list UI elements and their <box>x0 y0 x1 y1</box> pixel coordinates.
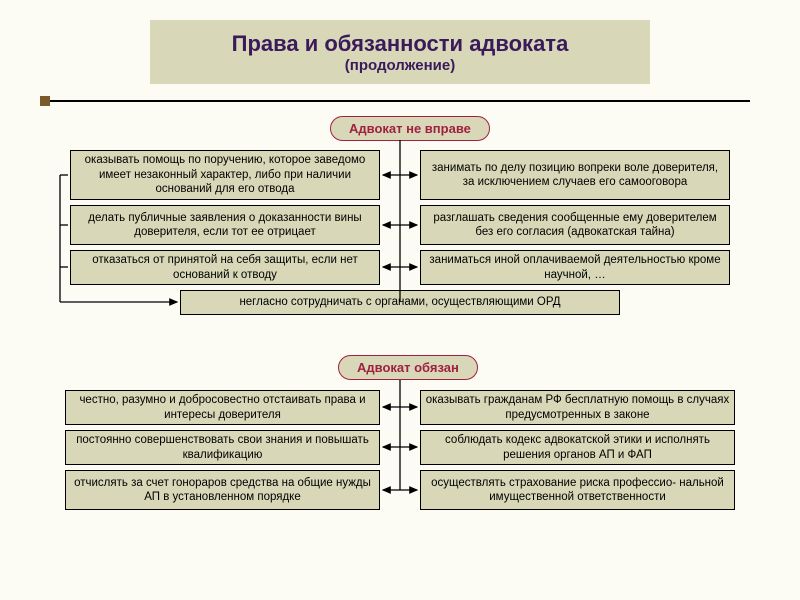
s2-right-2: осуществлять страхование риска профессио… <box>420 470 735 510</box>
s1-right-1: разглашать сведения сообщенные ему довер… <box>420 205 730 245</box>
s1-bottom: негласно сотрудничать с органами, осущес… <box>180 290 620 315</box>
s2-left-0: честно, разумно и добросовестно отстаива… <box>65 390 380 425</box>
s2-right-0: оказывать гражданам РФ бесплатную помощь… <box>420 390 735 425</box>
title-box: Права и обязанности адвоката (продолжени… <box>150 20 650 84</box>
pill-not-allowed: Адвокат не вправе <box>330 116 490 141</box>
s2-left-2: отчислять за счет гонораров средства на … <box>65 470 380 510</box>
s1-left-1: делать публичные заявления о доказанност… <box>70 205 380 245</box>
hr-marker <box>40 96 50 106</box>
s1-left-2: отказаться от принятой на себя защиты, е… <box>70 250 380 285</box>
hr-line <box>50 100 750 102</box>
s2-left-1: постоянно совершенствовать свои знания и… <box>65 430 380 465</box>
s1-right-0: занимать по делу позицию вопреки воле до… <box>420 150 730 200</box>
pill-obliged: Адвокат обязан <box>338 355 478 380</box>
title-main: Права и обязанности адвоката <box>232 31 569 57</box>
s2-right-1: соблюдать кодекс адвокатской этики и исп… <box>420 430 735 465</box>
s1-left-0: оказывать помощь по поручению, которое з… <box>70 150 380 200</box>
title-sub: (продолжение) <box>345 57 455 74</box>
s1-right-2: заниматься иной оплачиваемой деятельност… <box>420 250 730 285</box>
